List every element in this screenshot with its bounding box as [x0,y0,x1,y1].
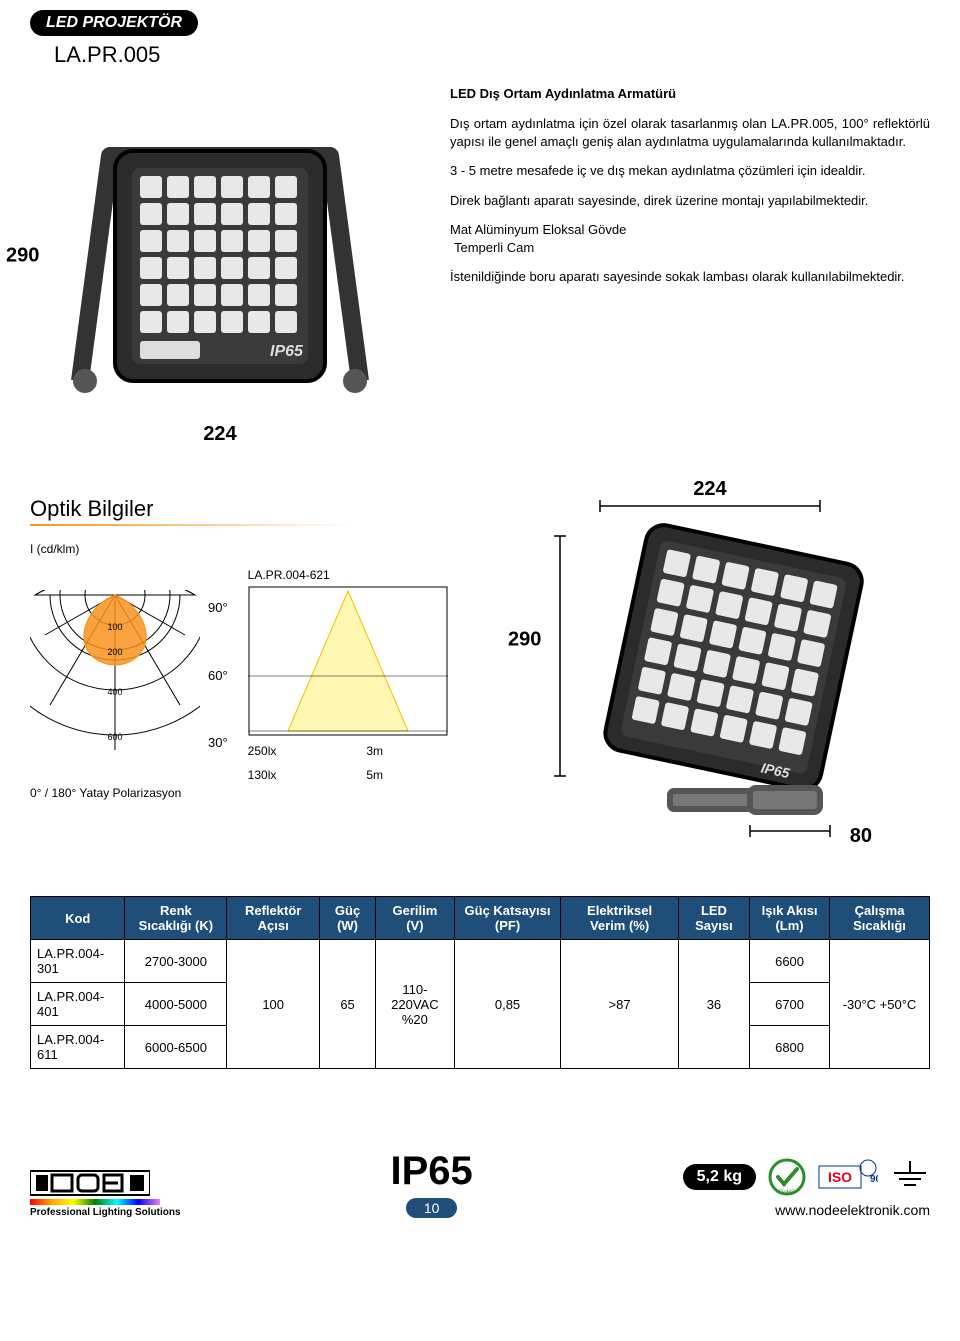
th-cal: Çalışma Sıcaklığı [830,897,930,940]
company-logo [30,1169,150,1197]
th-verim: Elektriksel Verim (%) [561,897,678,940]
cell-verim: >87 [561,940,678,1069]
svg-text:ISO: ISO [828,1169,852,1185]
svg-text:400: 400 [107,687,122,697]
angle-60: 60° [208,668,228,683]
svg-text:200: 200 [107,647,122,657]
cell-kod: LA.PR.004-611 [31,1026,125,1069]
footer-center: IP65 10 [390,1149,472,1218]
svg-text:100: 100 [107,622,122,632]
page-number: 10 [406,1198,458,1218]
description-column: LED Dış Ortam Aydınlatma Armatürü Dış or… [410,76,930,436]
product-iso-image: 224 290 [540,496,880,856]
product-main-image: 290 [30,76,410,436]
svg-text:600: 600 [107,732,122,742]
ip-label-on-product: IP65 [270,343,304,360]
iso-dim-bottom-right: 80 [850,825,872,848]
footer-right: 5,2 kg RoHS ISO 9001 [683,1158,930,1218]
optik-section-title: Optik Bilgiler [30,496,353,526]
cell-kod: LA.PR.004-401 [31,983,125,1026]
th-refl: Reflektör Açısı [227,897,320,940]
cell-ger: 110-220VAC %20 [376,940,455,1069]
lux-3m: 250lx [248,744,277,758]
description-p5: Temperli Cam [454,239,930,257]
dimension-height: 290 [6,245,39,268]
cone-model-label: LA.PR.004-621 [248,568,448,582]
cell-renk: 4000-5000 [125,983,227,1026]
website-url: www.nodeelektronik.com [775,1202,930,1218]
dimension-width: 224 [203,423,236,446]
description-p4: Mat Alüminyum Eloksal Gövde [450,221,930,239]
rainbow-bar [30,1199,160,1205]
rohs-icon: RoHS [768,1158,806,1196]
description-p1: Dış ortam aydınlatma için özel olarak ta… [450,115,930,150]
cell-pf: 0,85 [454,940,561,1069]
cell-refl: 100 [227,940,320,1069]
th-pf: Güç Katsayısı (PF) [454,897,561,940]
category-badge: LED PROJEKTÖR [30,10,198,36]
cell-renk: 6000-6500 [125,1026,227,1069]
description-title: LED Dış Ortam Aydınlatma Armatürü [450,86,930,101]
angle-90: 90° [208,600,228,615]
th-renk: Renk Sıcaklığı (K) [125,897,227,940]
th-isik: Işık Akısı (Lm) [750,897,830,940]
polar-caption: 0° / 180° Yatay Polarizasyon [30,786,490,800]
th-led: LED Sayısı [678,897,749,940]
polar-diagram: 100 200 400 600 [30,590,200,760]
weight-badge: 5,2 kg [683,1164,756,1190]
dist-3m: 3m [366,744,383,758]
model-code: LA.PR.005 [54,42,930,68]
cell-cal: -30°C +50°C [830,940,930,1069]
cell-isik: 6600 [750,940,830,983]
cd-axis-label: I (cd/klm) [30,542,490,556]
cell-kod: LA.PR.004-301 [31,940,125,983]
th-kod: Kod [31,897,125,940]
iso-icon: ISO 9001 [818,1158,878,1196]
table-row: LA.PR.004-301 2700-3000 100 65 110-220VA… [31,940,930,983]
svg-text:RoHS: RoHS [779,1190,795,1196]
cell-led: 36 [678,940,749,1069]
spec-table: Kod Renk Sıcaklığı (K) Reflektör Açısı G… [30,896,930,1069]
ip-rating: IP65 [390,1149,472,1194]
angle-30: 30° [208,735,228,750]
iso-dim-top: 224 [693,478,726,501]
th-ger: Gerilim (V) [376,897,455,940]
dist-5m: 5m [366,768,383,782]
ground-icon [890,1159,930,1195]
angle-labels: 90° 60° 30° [208,600,228,750]
company-tagline: Professional Lighting Solutions [30,1207,181,1218]
cell-renk: 2700-3000 [125,940,227,983]
description-p2: 3 - 5 metre mesafede iç ve dış mekan ayd… [450,162,930,180]
cell-isik: 6800 [750,1026,830,1069]
cell-isik: 6700 [750,983,830,1026]
description-p6: İstenildiğinde boru aparatı sayesinde so… [450,268,930,286]
th-guc: Güç (W) [319,897,375,940]
description-p3: Direk bağlantı aparatı sayesinde, direk … [450,192,930,210]
light-cone-diagram [248,586,448,736]
footer-left: Professional Lighting Solutions [30,1169,181,1218]
lux-5m: 130lx [248,768,277,782]
cell-guc: 65 [319,940,375,1069]
iso-dim-left: 290 [508,629,541,652]
